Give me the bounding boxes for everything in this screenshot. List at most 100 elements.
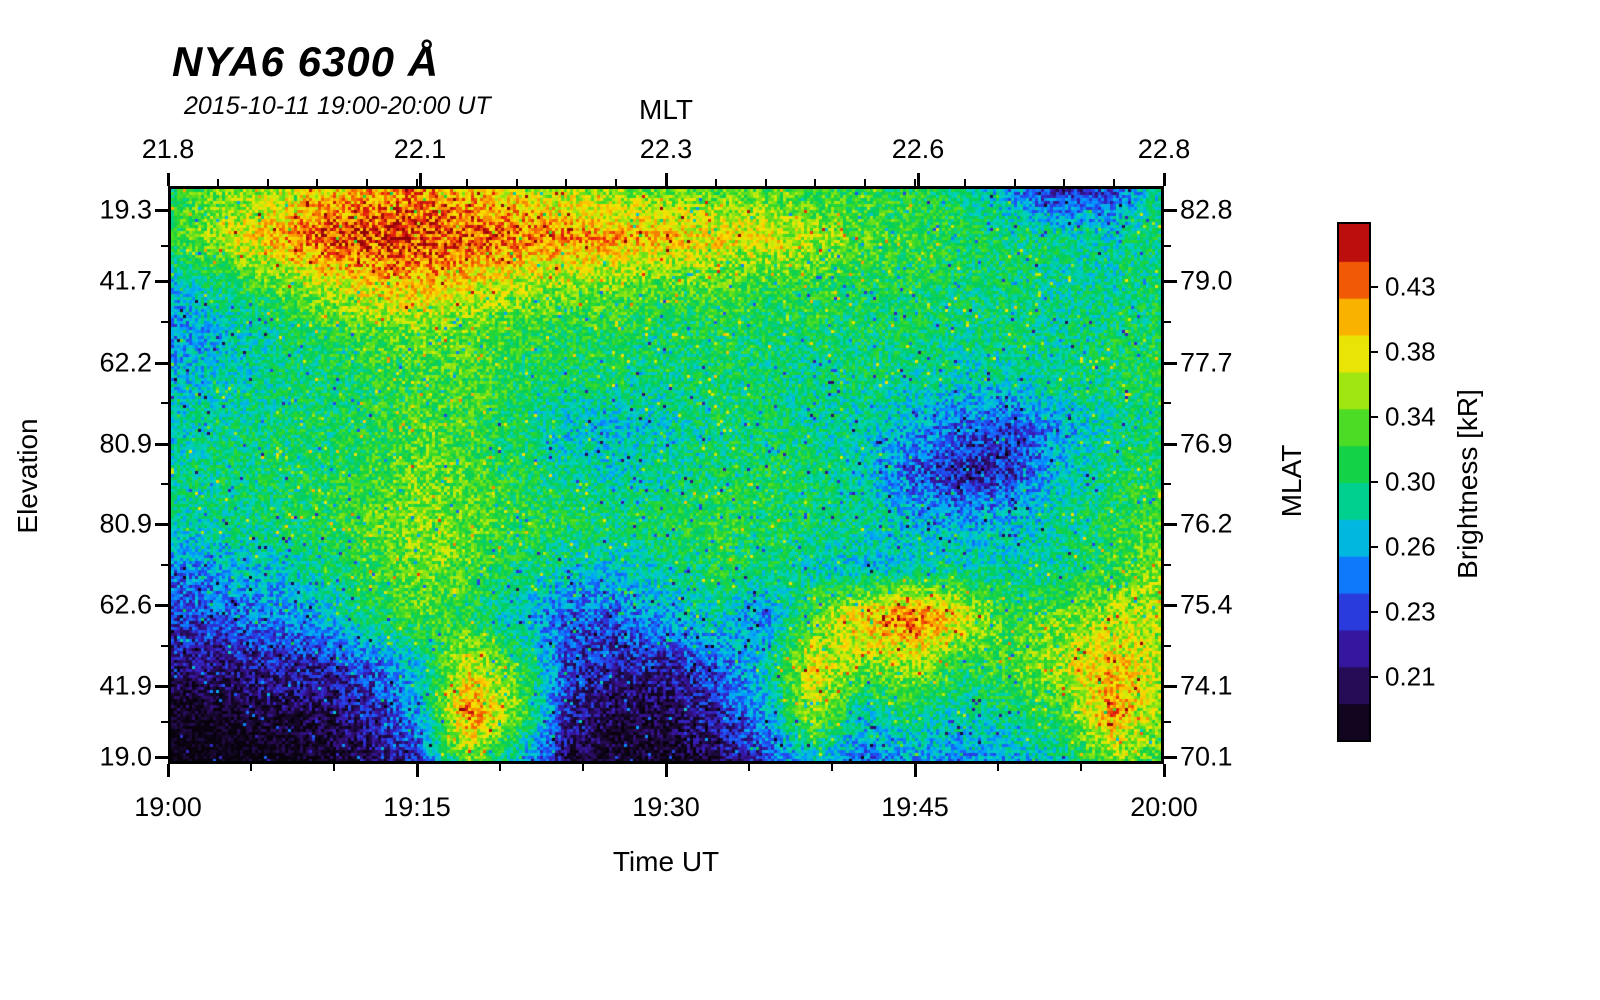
top-tick-label: 22.1	[393, 134, 447, 164]
right-axis-tick	[1164, 361, 1177, 365]
heatmap-plot-area	[168, 186, 1164, 764]
left-axis-minor-tick	[161, 402, 168, 405]
bottom-tick-label: 19:00	[134, 792, 202, 822]
bottom-axis-minor-tick	[831, 764, 833, 771]
bottom-tick-label: 19:15	[383, 792, 451, 822]
top-axis-minor-tick	[914, 179, 916, 186]
top-axis-minor-tick	[864, 179, 867, 186]
top-axis-minor-tick	[1163, 179, 1165, 186]
top-tick-label: 22.3	[639, 134, 693, 164]
bottom-axis-minor-tick	[914, 764, 916, 771]
top-axis-minor-tick	[1063, 179, 1066, 186]
right-axis-tick	[1164, 604, 1177, 608]
heatmap-canvas	[171, 189, 1161, 761]
right-tick-label: 76.2	[1180, 508, 1233, 539]
left-axis-minor-tick	[161, 320, 168, 323]
right-tick-label: 70.1	[1180, 741, 1233, 772]
colorbar-tick-label: 0.21	[1385, 661, 1436, 692]
right-axis-minor-tick	[1164, 244, 1171, 247]
top-axis-minor-tick	[316, 179, 319, 186]
right-axis-tick	[1164, 684, 1177, 688]
right-axis-title: MLAT	[1276, 444, 1307, 518]
colorbar-tick-label: 0.23	[1385, 596, 1436, 627]
right-axis-minor-tick	[1164, 482, 1171, 485]
left-tick-label: 41.9	[99, 670, 152, 701]
colorbar-tick	[1371, 286, 1378, 288]
bottom-axis-minor-tick	[250, 764, 252, 771]
left-axis-tick	[155, 361, 168, 365]
colorbar-tick	[1371, 546, 1378, 548]
bottom-axis-minor-tick	[167, 764, 169, 771]
top-axis-minor-tick	[665, 179, 667, 186]
left-axis-tick	[155, 442, 168, 446]
top-axis-tick	[916, 173, 920, 186]
right-tick-label: 77.7	[1180, 347, 1233, 378]
colorbar-title: Brightness [kR]	[1452, 389, 1483, 579]
colorbar-tick-label: 0.43	[1385, 271, 1436, 302]
right-axis-tick	[1164, 442, 1177, 446]
top-axis-minor-tick	[366, 179, 369, 186]
left-tick-label: 62.6	[99, 589, 152, 620]
right-axis-minor-tick	[1164, 563, 1171, 566]
left-tick-label: 19.3	[99, 194, 152, 225]
left-axis-title: Elevation	[12, 418, 43, 534]
left-axis-tick	[155, 523, 168, 527]
top-axis-minor-tick	[615, 179, 618, 186]
top-axis-minor-tick	[416, 179, 418, 186]
top-axis-minor-tick	[764, 179, 767, 186]
left-axis-minor-tick	[161, 563, 168, 566]
left-tick-label: 19.0	[99, 741, 152, 772]
left-tick-label: 41.7	[99, 265, 152, 296]
bottom-tick-label: 19:45	[881, 792, 949, 822]
top-axis-minor-tick	[714, 179, 717, 186]
chart-title: NYA6 6300 Å	[172, 38, 440, 85]
top-axis-minor-tick	[167, 179, 169, 186]
left-tick-label: 62.2	[99, 347, 152, 378]
top-axis-minor-tick	[814, 179, 817, 186]
right-axis-minor-tick	[1164, 644, 1171, 647]
top-axis-minor-tick	[1113, 179, 1116, 186]
right-axis-minor-tick	[1164, 720, 1171, 723]
bottom-axis-minor-tick	[416, 764, 418, 771]
right-tick-label: 79.0	[1180, 265, 1233, 296]
colorbar	[1337, 222, 1371, 742]
left-axis-tick	[155, 604, 168, 608]
right-axis-tick	[1164, 279, 1177, 283]
bottom-axis-minor-tick	[499, 764, 501, 771]
colorbar-tick	[1371, 611, 1378, 613]
top-axis-title: MLT	[639, 94, 693, 125]
bottom-tick-label: 20:00	[1130, 792, 1198, 822]
left-axis-tick	[155, 209, 168, 213]
bottom-axis-title: Time UT	[612, 846, 720, 877]
bottom-axis-minor-tick	[748, 764, 750, 771]
top-axis-minor-tick	[963, 179, 966, 186]
top-axis-minor-tick	[266, 179, 269, 186]
top-axis-minor-tick	[465, 179, 468, 186]
bottom-axis-minor-tick	[1163, 764, 1165, 771]
left-axis-tick	[155, 684, 168, 688]
colorbar-tick	[1371, 351, 1378, 353]
bottom-tick-label: 19:30	[632, 792, 700, 822]
right-axis-tick	[1164, 756, 1177, 760]
top-tick-label: 21.8	[141, 134, 195, 164]
right-axis-minor-tick	[1164, 402, 1171, 405]
top-tick-label: 22.8	[1137, 134, 1191, 164]
left-axis-tick	[155, 279, 168, 283]
colorbar-tick	[1371, 676, 1378, 678]
right-axis-tick	[1164, 523, 1177, 527]
colorbar-tick	[1371, 416, 1378, 418]
colorbar-tick-label: 0.34	[1385, 401, 1436, 432]
right-tick-label: 82.8	[1180, 194, 1233, 225]
bottom-axis-minor-tick	[997, 764, 999, 771]
bottom-axis-minor-tick	[333, 764, 335, 771]
colorbar-tick	[1371, 481, 1378, 483]
right-axis-minor-tick	[1164, 320, 1171, 323]
right-tick-label: 74.1	[1180, 670, 1233, 701]
top-axis-minor-tick	[565, 179, 568, 186]
top-axis-minor-tick	[216, 179, 219, 186]
colorbar-tick-label: 0.38	[1385, 336, 1436, 367]
left-axis-minor-tick	[161, 644, 168, 647]
left-axis-minor-tick	[161, 720, 168, 723]
left-tick-label: 80.9	[99, 508, 152, 539]
